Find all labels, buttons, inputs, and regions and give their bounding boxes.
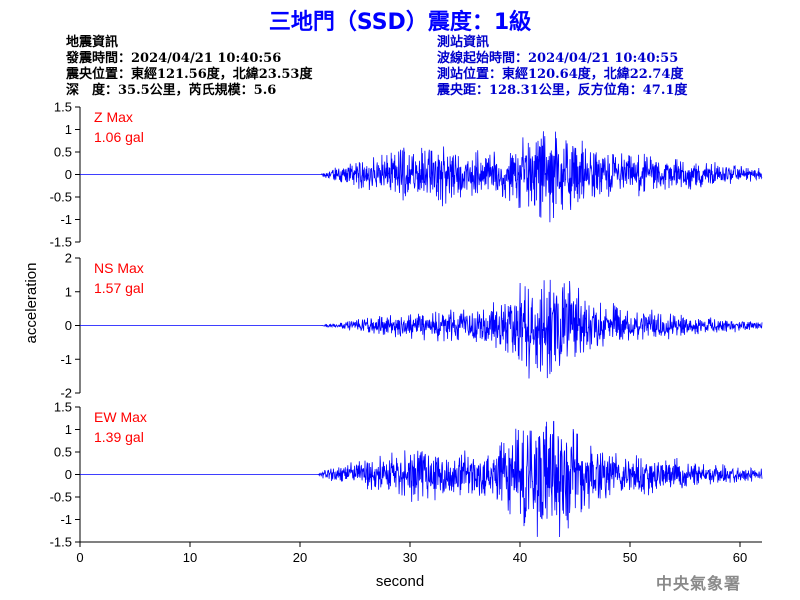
- earthquake-info: 地震資訊 發震時間：2024/04/21 10:40:56 震央位置：東經121…: [66, 35, 312, 99]
- x-axis-title: second: [376, 573, 424, 590]
- x-tick-label: 20: [293, 550, 307, 565]
- chart-title: 三地門（SSD）震度：1級: [268, 10, 532, 35]
- depth-magnitude: 深 度：35.5公里，芮氏規模：5.6: [66, 83, 277, 98]
- station-location: 測站位置：東經120.64度，北緯22.74度: [437, 67, 684, 82]
- origin-time: 發震時間：2024/04/21 10:40:56: [66, 51, 282, 66]
- y-tick-label: 1: [65, 284, 72, 299]
- y-tick-label: 0: [65, 467, 72, 482]
- max-label-ew: EW Max: [94, 409, 147, 425]
- y-tick-label: 0.5: [54, 145, 72, 160]
- x-tick-label: 60: [733, 550, 747, 565]
- waveform-z: [80, 131, 763, 223]
- y-tick-label: 1.5: [54, 100, 72, 115]
- y-tick-label: -2: [60, 386, 72, 401]
- x-tick-label: 10: [183, 550, 197, 565]
- waveform-start-time: 波線起始時間：2024/04/21 10:40:55: [437, 51, 679, 66]
- y-tick-label: -1.5: [50, 235, 72, 250]
- y-tick-label: 1: [65, 422, 72, 437]
- distance-azimuth: 震央距：128.31公里，反方位角：47.1度: [437, 83, 688, 98]
- y-tick-label: 1: [65, 122, 72, 137]
- y-tick-label: 0: [65, 318, 72, 333]
- y-tick-label: 0: [65, 167, 72, 182]
- station-info: 測站資訊 波線起始時間：2024/04/21 10:40:55 測站位置：東經1…: [437, 35, 687, 99]
- y-axis-title: acceleration: [23, 263, 40, 344]
- x-tick-label: 30: [403, 550, 417, 565]
- max-label-ns: NS Max: [94, 260, 144, 276]
- max-value-ew: 1.39 gal: [94, 429, 144, 445]
- waveform-ew: [80, 420, 763, 538]
- max-value-ns: 1.57 gal: [94, 280, 144, 296]
- y-tick-label: 0.5: [54, 445, 72, 460]
- y-tick-label: -1.5: [50, 535, 72, 550]
- earthquake-info-heading: 地震資訊: [66, 35, 119, 50]
- x-tick-label: 50: [623, 550, 637, 565]
- x-tick-label: 0: [76, 550, 83, 565]
- y-tick-label: -0.5: [50, 190, 72, 205]
- y-tick-label: 2: [65, 251, 72, 266]
- epicenter-location: 震央位置：東經121.56度，北緯23.53度: [66, 67, 313, 82]
- y-tick-label: 1.5: [54, 400, 72, 415]
- waveform-ns: [80, 279, 763, 379]
- y-tick-label: -1: [60, 212, 72, 227]
- y-tick-label: -1: [60, 512, 72, 527]
- x-tick-label: 40: [513, 550, 527, 565]
- station-info-heading: 測站資訊: [437, 35, 490, 50]
- y-tick-label: -1: [60, 352, 72, 367]
- watermark: 中央氣象署: [656, 574, 742, 593]
- max-value-z: 1.06 gal: [94, 129, 144, 145]
- max-label-z: Z Max: [94, 109, 133, 125]
- y-tick-label: -0.5: [50, 490, 72, 505]
